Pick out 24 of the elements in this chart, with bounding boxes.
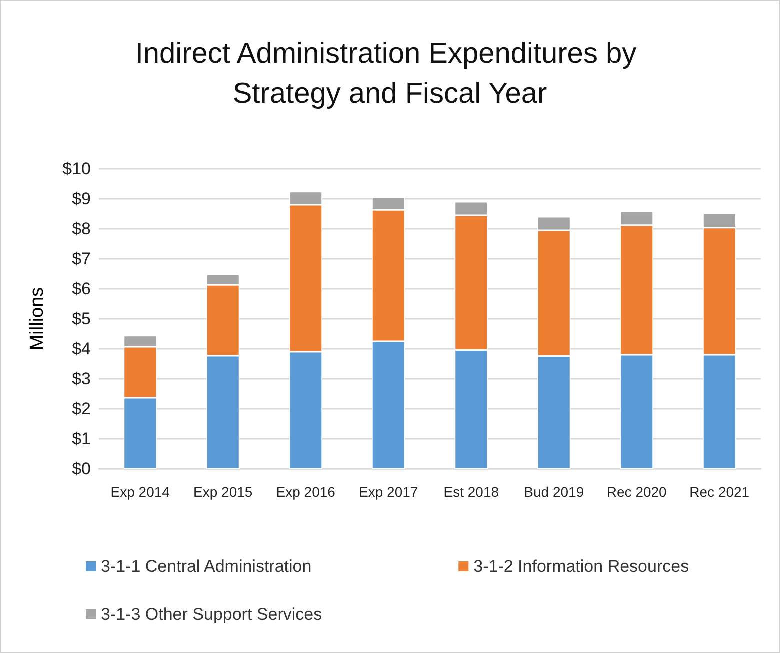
x-tick-label: Rec 2021 xyxy=(690,484,750,500)
chart-title: Indirect Administration Expenditures by Strategy and Fiscal Year xyxy=(135,38,645,110)
y-tick-label: $10 xyxy=(62,160,91,178)
legend-label: 3-1-2 Information Resources xyxy=(474,557,690,576)
y-tick-label: $0 xyxy=(72,460,91,478)
y-axis-title: Millions xyxy=(27,287,48,351)
x-tick-label: Bud 2019 xyxy=(524,484,584,500)
legend-label: 3-1-1 Central Administration xyxy=(101,557,312,576)
y-tick-label: $7 xyxy=(72,250,91,268)
x-tick-label: Est 2018 xyxy=(444,484,500,500)
x-tick-label: Exp 2017 xyxy=(359,484,418,500)
y-tick-label: $3 xyxy=(72,370,91,388)
x-tick-label: Exp 2015 xyxy=(194,484,253,500)
y-tick-label: $9 xyxy=(72,190,91,208)
y-tick-label: $4 xyxy=(72,340,91,358)
x-tick-label: Exp 2014 xyxy=(110,484,170,500)
legend-label: 3-1-3 Other Support Services xyxy=(101,605,322,624)
y-tick-label: $6 xyxy=(72,280,91,298)
y-tick-label: $8 xyxy=(72,220,91,238)
y-tick-label: $1 xyxy=(72,430,91,448)
x-tick-label: Rec 2020 xyxy=(606,484,668,500)
x-tick-label: Exp 2016 xyxy=(276,484,336,500)
y-tick-label: $5 xyxy=(72,310,91,328)
y-tick-label: $2 xyxy=(72,400,91,418)
